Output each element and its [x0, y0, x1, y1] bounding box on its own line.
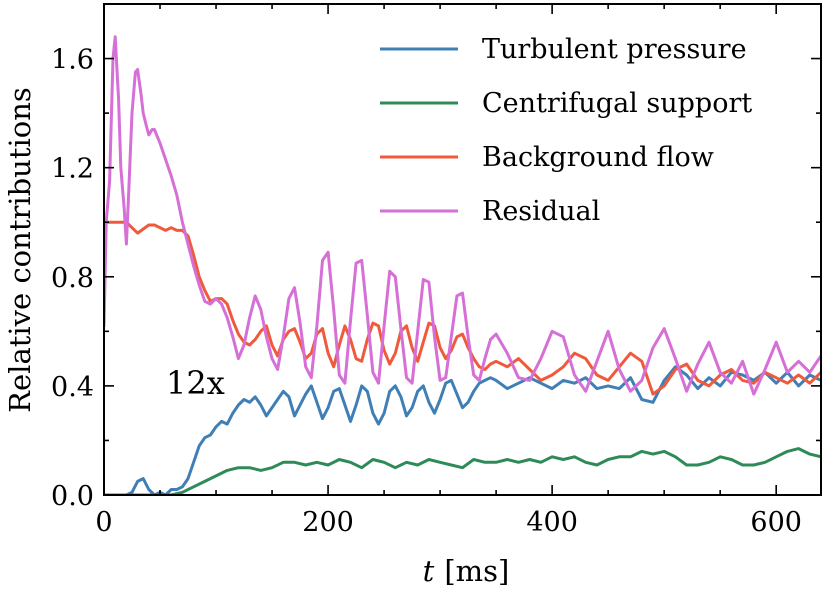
series-line-centrifugal-support — [104, 447, 821, 495]
legend: Turbulent pressure Centrifugal support Bac… — [380, 34, 752, 227]
x-axis-label-variable: t — [423, 554, 435, 588]
plot-frame — [103, 3, 822, 496]
x-axis-label: t [ms] — [423, 554, 510, 588]
x-tick-label: 0 — [95, 507, 112, 538]
x-axis-label-unit: [ms] — [444, 554, 509, 588]
x-tick-label: 200 — [302, 507, 354, 538]
series-line-residual — [104, 35, 821, 396]
legend-label: Turbulent pressure — [482, 34, 747, 65]
annotation-12x: 12x — [166, 364, 225, 402]
x-tick-label: 600 — [750, 507, 802, 538]
series-line-turbulent-pressure — [104, 365, 821, 495]
y-axis-label: Relative contributions — [3, 87, 37, 413]
plot-area — [104, 35, 821, 495]
legend-label: Residual — [482, 196, 600, 227]
y-tick-label: 0.4 — [51, 372, 94, 403]
axis-ticks: 0 200 400 600 0.0 0.4 0.8 1.2 1.6 — [51, 3, 821, 538]
x-tick-label: 400 — [526, 507, 578, 538]
series-line-background-flow — [104, 220, 821, 396]
y-tick-label: 0.8 — [51, 263, 94, 294]
y-tick-label: 1.6 — [51, 45, 94, 76]
y-tick-label: 1.2 — [51, 154, 94, 185]
legend-label: Background flow — [482, 142, 714, 173]
legend-label: Centrifugal support — [482, 88, 752, 119]
y-tick-label: 0.0 — [51, 481, 94, 512]
